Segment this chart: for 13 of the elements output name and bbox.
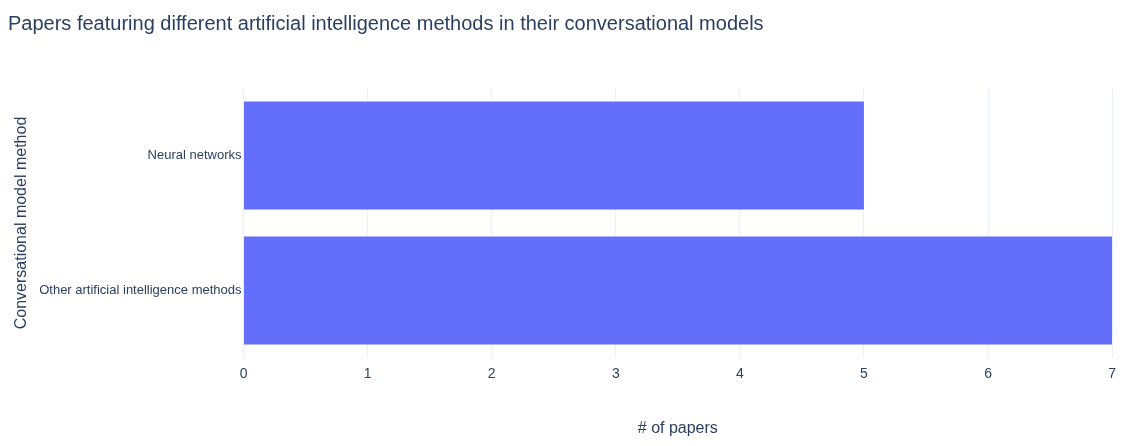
y-tick-label: Neural networks bbox=[147, 147, 243, 163]
x-tick-label: 2 bbox=[487, 365, 496, 382]
x-tick-label: 1 bbox=[363, 365, 372, 382]
x-tick-label: 6 bbox=[984, 365, 993, 382]
y-tick-label: Other artificial intelligence methods bbox=[39, 282, 243, 298]
chart-title: Papers featuring different artificial intelligence methods in their conversational models bbox=[8, 11, 764, 34]
x-tick-label: 5 bbox=[860, 365, 869, 382]
x-axis-title: # of papers bbox=[637, 418, 718, 436]
x-tick-label: 3 bbox=[611, 365, 620, 382]
x-tick-label: 0 bbox=[239, 365, 248, 382]
y-axis-title: Conversational model method bbox=[12, 116, 30, 330]
x-tick-label: 4 bbox=[735, 365, 744, 382]
x-tick-label: 7 bbox=[1108, 365, 1117, 382]
